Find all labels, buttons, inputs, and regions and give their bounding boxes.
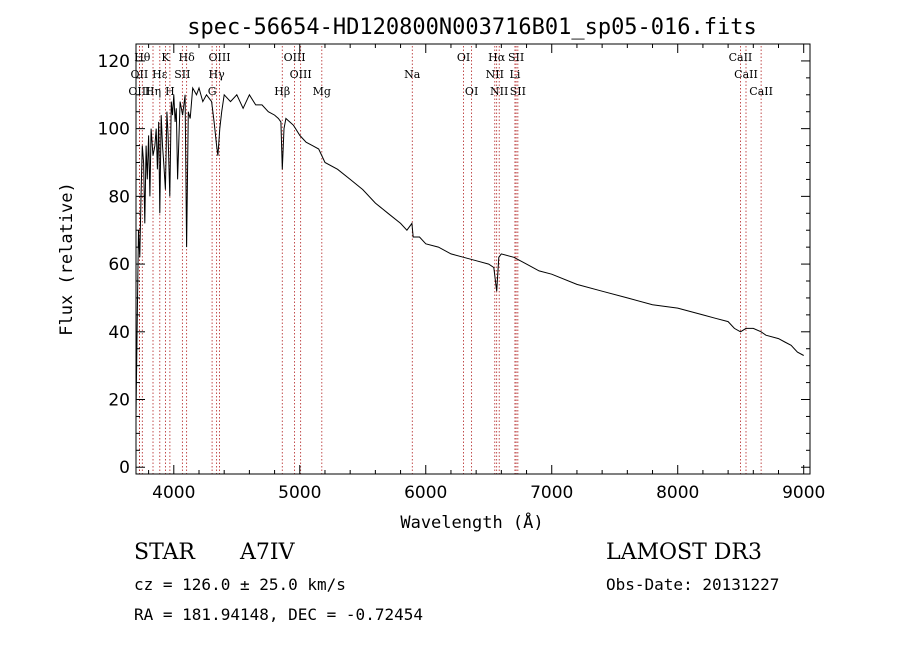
- marker-label-17: CaII: [734, 68, 758, 81]
- spectrum-series-line: [135, 86, 804, 417]
- marker-label-14: Na: [404, 68, 421, 81]
- y-tick-label: 20: [108, 391, 130, 411]
- y-tick-label: 40: [108, 323, 130, 343]
- marker-label-0: Hθ: [134, 51, 151, 64]
- marker-label-7: SII: [508, 51, 524, 64]
- y-tick-label: 80: [108, 187, 130, 207]
- x-tick-label: 7000: [530, 483, 573, 503]
- marker-label-9: OII: [131, 68, 149, 81]
- marker-label-21: G: [208, 85, 217, 98]
- marker-label-19: Hη: [145, 85, 161, 98]
- marker-label-26: SII: [510, 85, 526, 98]
- x-axis: 4000 5000 6000 7000 8000 9000: [148, 44, 825, 503]
- plot-frame: [135, 43, 811, 475]
- marker-label-12: Hγ: [209, 68, 226, 81]
- marker-label-10: Hε: [152, 68, 168, 81]
- y-tick-label: 0: [119, 458, 130, 478]
- coordinates: RA = 181.94148, DEC = -0.72454: [134, 605, 423, 624]
- marker-label-11: SII: [174, 68, 190, 81]
- marker-label-22: Hβ: [274, 85, 290, 98]
- marker-label-13: OIII: [290, 68, 312, 81]
- marker-label-27: CaII: [749, 85, 773, 98]
- marker-label-20: H: [165, 85, 175, 98]
- marker-label-25: NII: [490, 85, 508, 98]
- x-tick-label: 9000: [782, 483, 825, 503]
- y-tick-label: 60: [108, 255, 130, 275]
- redshift-readout: cz = 126.0 ± 25.0 km/s: [134, 575, 346, 594]
- obs-date: Obs-Date: 20131227: [606, 575, 780, 594]
- spectral-class: A7IV: [240, 540, 295, 565]
- chart-title: spec-56654-HD120800N003716B01_sp05-016.f…: [187, 15, 757, 40]
- x-tick-label: 6000: [404, 483, 447, 503]
- y-tick-label: 100: [98, 120, 130, 140]
- marker-label-16: Li: [510, 68, 521, 81]
- x-tick-label: 5000: [278, 483, 321, 503]
- marker-label-1: K: [161, 51, 170, 64]
- marker-label-4: OIII: [284, 51, 306, 64]
- x-tick-label: 4000: [152, 483, 195, 503]
- marker-label-2: Hδ: [179, 51, 196, 64]
- marker-label-5: OI: [457, 51, 470, 64]
- y-axis: 0 20 40 60 80 100 120: [98, 52, 810, 478]
- marker-label-8: CaII: [729, 51, 753, 64]
- object-type: STAR: [134, 540, 195, 565]
- marker-label-6: Hα: [488, 51, 506, 64]
- x-axis-label: Wavelength (Å): [400, 511, 543, 533]
- y-tick-label: 120: [98, 52, 130, 72]
- marker-label-3: OIII: [208, 51, 230, 64]
- marker-label-15: NII: [486, 68, 504, 81]
- y-axis-label: Flux (relative): [57, 182, 77, 336]
- emission-line-markers: [139, 46, 762, 474]
- marker-label-18: OIII: [128, 85, 150, 98]
- survey-name: LAMOST DR3: [606, 540, 762, 565]
- x-tick-label: 8000: [656, 483, 699, 503]
- marker-label-23: Mg: [313, 85, 331, 98]
- marker-label-24: OI: [465, 85, 478, 98]
